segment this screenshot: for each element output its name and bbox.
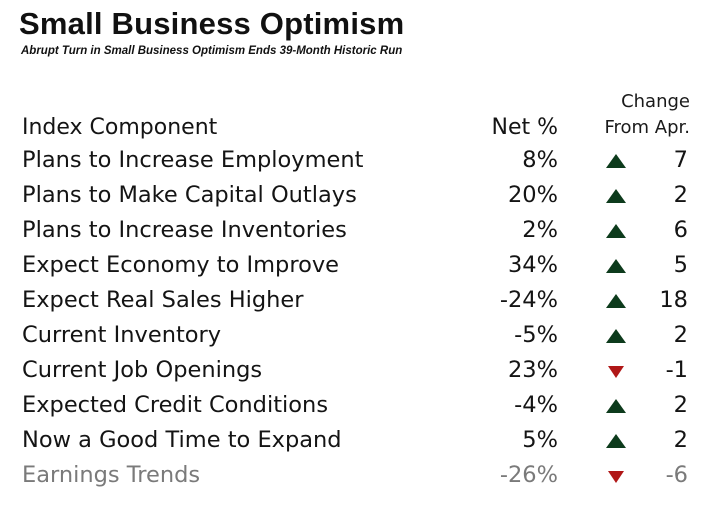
row-net-value: 34% <box>507 252 558 278</box>
up-triangle-icon <box>606 259 626 273</box>
row-change-value: -6 <box>665 462 688 488</box>
row-change-value: 5 <box>673 252 688 278</box>
up-triangle-icon <box>606 434 626 448</box>
up-triangle-icon <box>606 294 626 308</box>
header-index-component: Index Component <box>22 115 218 140</box>
change-direction-marker <box>606 189 626 203</box>
table-row: Current Inventory -5% 2 <box>0 318 720 353</box>
row-component-label: Expected Credit Conditions <box>22 392 329 418</box>
row-component-label: Current Job Openings <box>22 357 263 383</box>
chart-title: Small Business Optimism <box>19 6 405 41</box>
change-direction-marker <box>606 154 626 168</box>
change-direction-marker <box>606 224 626 238</box>
row-change-value: 7 <box>673 147 688 173</box>
row-component-label: Plans to Increase Inventories <box>22 217 347 243</box>
row-net-value: 8% <box>522 147 558 173</box>
change-direction-marker <box>606 399 626 413</box>
table-row: Plans to Increase Employment 8% 7 <box>0 143 720 178</box>
table-row: Expected Credit Conditions -4% 2 <box>0 388 720 423</box>
row-component-label: Now a Good Time to Expand <box>22 427 342 453</box>
table-row: Expect Economy to Improve 34% 5 <box>0 248 720 283</box>
row-net-value: -24% <box>499 287 558 313</box>
row-component-label: Plans to Make Capital Outlays <box>22 182 357 208</box>
row-net-value: 23% <box>507 357 558 383</box>
down-triangle-icon <box>608 366 624 378</box>
down-triangle-icon <box>608 471 624 483</box>
change-direction-marker <box>608 366 624 378</box>
row-net-value: -5% <box>514 322 558 348</box>
table-row: Plans to Increase Inventories 2% 6 <box>0 213 720 248</box>
table-row: Plans to Make Capital Outlays 20% 2 <box>0 178 720 213</box>
change-direction-marker <box>606 329 626 343</box>
row-net-value: -26% <box>499 462 558 488</box>
row-change-value: 2 <box>673 427 688 453</box>
row-net-value: 2% <box>522 217 558 243</box>
row-component-label: Expect Economy to Improve <box>22 252 340 278</box>
up-triangle-icon <box>606 154 626 168</box>
row-component-label: Earnings Trends <box>22 462 201 488</box>
change-direction-marker <box>606 434 626 448</box>
row-change-value: 6 <box>673 217 688 243</box>
change-direction-marker <box>608 471 624 483</box>
change-direction-marker <box>606 259 626 273</box>
table-row: Now a Good Time to Expand 5% 2 <box>0 423 720 458</box>
header-change: Change From Apr. <box>580 89 690 141</box>
up-triangle-icon <box>606 224 626 238</box>
row-net-value: 5% <box>522 427 558 453</box>
row-net-value: -4% <box>514 392 558 418</box>
row-change-value: 18 <box>659 287 688 313</box>
row-component-label: Expect Real Sales Higher <box>22 287 304 313</box>
row-change-value: -1 <box>665 357 688 383</box>
table-row: Expect Real Sales Higher -24% 18 <box>0 283 720 318</box>
table-row: Current Job Openings 23% -1 <box>0 353 720 388</box>
row-net-value: 20% <box>507 182 558 208</box>
row-component-label: Plans to Increase Employment <box>22 147 364 173</box>
up-triangle-icon <box>606 399 626 413</box>
row-component-label: Current Inventory <box>22 322 222 348</box>
up-triangle-icon <box>606 329 626 343</box>
chart-subtitle: Abrupt Turn in Small Business Optimism E… <box>21 45 403 57</box>
row-change-value: 2 <box>673 322 688 348</box>
header-change-line1: Change <box>621 91 690 112</box>
header-change-line2: From Apr. <box>604 117 690 138</box>
table-row: Earnings Trends -26% -6 <box>0 458 720 493</box>
row-change-value: 2 <box>673 392 688 418</box>
header-net-percent: Net % <box>491 115 558 140</box>
change-direction-marker <box>606 294 626 308</box>
up-triangle-icon <box>606 189 626 203</box>
row-change-value: 2 <box>673 182 688 208</box>
